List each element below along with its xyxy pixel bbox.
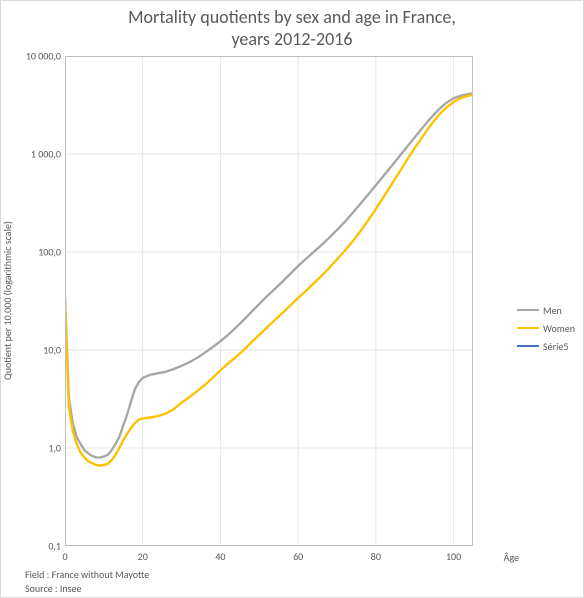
chart-footer: Field : France without Mayotte Source : … bbox=[1, 546, 583, 596]
x-tick: 20 bbox=[138, 550, 148, 563]
footer-field: Field : France without Mayotte bbox=[25, 568, 575, 582]
plot-border bbox=[65, 56, 473, 546]
x-tick: 0 bbox=[62, 550, 67, 563]
legend: Men Women Série5 bbox=[517, 301, 575, 355]
legend-label: Men bbox=[543, 304, 562, 317]
chart-container: Mortality quotients by sex and age in Fr… bbox=[0, 0, 584, 598]
legend-swatch bbox=[517, 309, 539, 311]
legend-swatch bbox=[517, 327, 539, 329]
y-tick: 1,0 bbox=[48, 442, 61, 455]
legend-item-women: Women bbox=[517, 319, 575, 337]
legend-item-men: Men bbox=[517, 301, 575, 319]
legend-label: Série5 bbox=[543, 340, 568, 353]
title-line2: years 2012-2016 bbox=[21, 29, 563, 51]
chart-title: Mortality quotients by sex and age in Fr… bbox=[1, 1, 583, 52]
y-tick: 10 000,0 bbox=[26, 50, 61, 63]
x-axis-label: Âge bbox=[504, 551, 519, 564]
y-tick: 0,1 bbox=[48, 540, 61, 553]
y-tick-column: 0,11,010,0100,01 000,010 000,0 bbox=[17, 56, 65, 546]
footer-source: Source : Insee bbox=[25, 582, 575, 596]
legend-swatch bbox=[517, 345, 539, 347]
plot-row: Quotient per 10,000 (logarithmic scale) … bbox=[1, 52, 583, 546]
x-tick: 60 bbox=[293, 550, 303, 563]
plot-area: Âge 020406080100 bbox=[65, 56, 473, 546]
y-tick: 1 000,0 bbox=[31, 148, 61, 161]
y-tick: 10,0 bbox=[43, 344, 61, 357]
x-tick: 80 bbox=[371, 550, 381, 563]
y-axis-label: Quotient per 10,000 (logarithmic scale) bbox=[1, 56, 17, 546]
title-line1: Mortality quotients by sex and age in Fr… bbox=[21, 7, 563, 29]
x-tick: 40 bbox=[215, 550, 225, 563]
legend-label: Women bbox=[543, 322, 575, 335]
x-tick: 100 bbox=[446, 550, 461, 563]
legend-item-serie5: Série5 bbox=[517, 337, 575, 355]
y-tick: 100,0 bbox=[38, 246, 61, 259]
